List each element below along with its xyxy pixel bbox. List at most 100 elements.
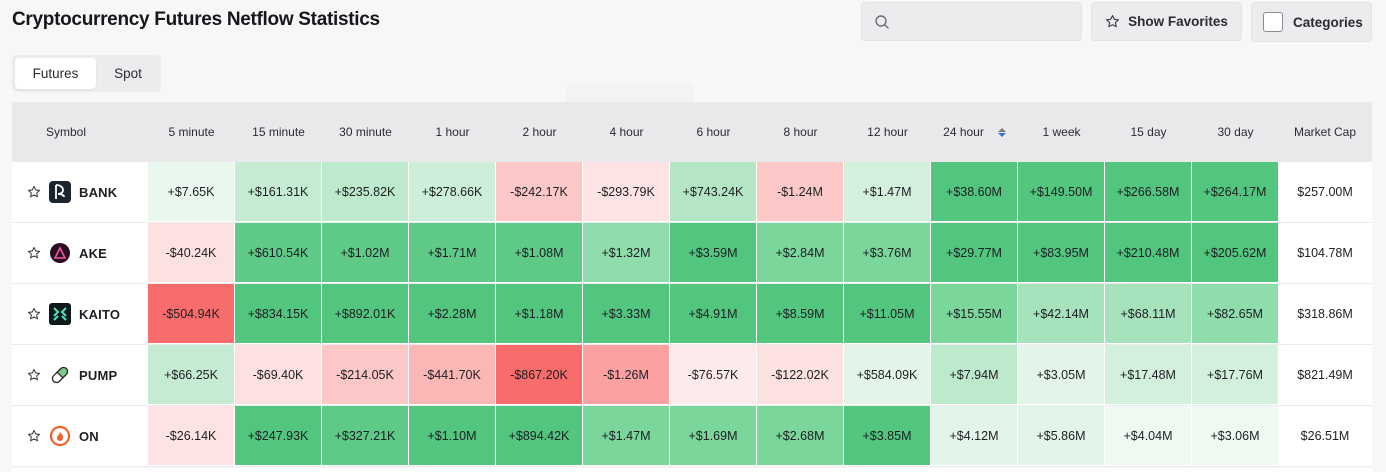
page-title: Cryptocurrency Futures Netflow Statistic… (12, 9, 380, 30)
header-market-cap[interactable]: Market Cap (1293, 125, 1357, 139)
market-cap-cell: $257.00M (1279, 162, 1371, 222)
netflow-cell: +$29.77M (931, 223, 1018, 283)
symbol-label[interactable]: ON (79, 428, 99, 444)
netflow-cell: +$4.12M (931, 406, 1018, 466)
netflow-cell: +$2.68M (757, 406, 844, 466)
table-row[interactable]: BANK +$7.65K +$161.31K +$235.82K +$278.66K -$… (12, 162, 1372, 223)
netflow-cell: +$1.32M (583, 223, 670, 283)
header-4-hour[interactable]: 4 hour (609, 125, 644, 139)
netflow-cell: +$7.94M (931, 345, 1018, 405)
netflow-cell: +$1.47M (844, 162, 931, 222)
netflow-cell: +$3.59M (670, 223, 757, 283)
table-row[interactable]: ON -$26.14K +$247.93K +$327.21K +$1.10M +$894… (12, 406, 1372, 467)
star-icon (1105, 14, 1120, 29)
tab-futures[interactable]: Futures (15, 58, 96, 89)
pump-logo-icon (49, 364, 71, 386)
header-symbol[interactable]: Symbol (46, 125, 87, 139)
table-row[interactable]: AKE -$40.24K +$610.54K +$1.02M +$1.71M +$1.08… (12, 223, 1372, 284)
on-logo-icon (49, 425, 71, 447)
market-cap-cell: $318.86M (1279, 284, 1371, 344)
netflow-cell: -$1.26M (583, 345, 670, 405)
netflow-cell: +$1.47M (583, 406, 670, 466)
favorite-star-icon[interactable] (27, 368, 41, 382)
netflow-cell: -$867.20K (496, 345, 583, 405)
ake-logo-icon (49, 242, 71, 264)
header-24-hour-label: 24 hour (943, 125, 984, 139)
netflow-cell: +$3.76M (844, 223, 931, 283)
netflow-cell: +$1.10M (409, 406, 496, 466)
header-1-hour[interactable]: 1 hour (435, 125, 470, 139)
header-2-hour[interactable]: 2 hour (522, 125, 557, 139)
netflow-cell: -$1.24M (757, 162, 844, 222)
search-icon (874, 14, 890, 30)
netflow-cell: +$327.21K (322, 406, 409, 466)
symbol-cell: BANK (12, 162, 148, 222)
netflow-cell: +$210.48M (1105, 223, 1192, 283)
netflow-cell: +$1.18M (496, 284, 583, 344)
netflow-cell: -$69.40K (235, 345, 322, 405)
header-24-hour[interactable]: 24 hour (931, 102, 1018, 162)
netflow-cell: -$40.24K (148, 223, 235, 283)
netflow-cell: +$3.06M (1192, 406, 1279, 466)
header-1-week[interactable]: 1 week (1042, 125, 1081, 139)
categories-button[interactable]: Categories (1251, 2, 1372, 42)
netflow-cell: +$894.42K (496, 406, 583, 466)
favorite-star-icon[interactable] (27, 429, 41, 443)
netflow-cell: +$149.50M (1018, 162, 1105, 222)
netflow-cell: -$293.79K (583, 162, 670, 222)
header-8-hour[interactable]: 8 hour (783, 125, 818, 139)
netflow-table: Symbol 5 minute 15 minute 30 minute 1 ho… (12, 102, 1372, 467)
symbol-label[interactable]: BANK (79, 184, 118, 200)
netflow-cell: +$247.93K (235, 406, 322, 466)
table-row[interactable]: PUMP +$66.25K -$69.40K -$214.05K -$441.70K -$… (12, 345, 1372, 406)
header-30-day[interactable]: 30 day (1217, 125, 1254, 139)
netflow-cell: +$834.15K (235, 284, 322, 344)
netflow-cell: +$11.05M (844, 284, 931, 344)
header-15-minute[interactable]: 15 minute (252, 125, 305, 139)
netflow-cell: +$3.05M (1018, 345, 1105, 405)
header-30-minute[interactable]: 30 minute (339, 125, 392, 139)
symbol-label[interactable]: AKE (79, 245, 108, 261)
header-5-minute[interactable]: 5 minute (168, 125, 215, 139)
netflow-cell: +$743.24K (670, 162, 757, 222)
favorite-star-icon[interactable] (27, 246, 41, 260)
netflow-cell: +$82.65M (1192, 284, 1279, 344)
symbol-cell: AKE (12, 223, 148, 283)
header-6-hour[interactable]: 6 hour (696, 125, 731, 139)
symbol-cell: KAITO (12, 284, 148, 344)
netflow-cell: +$1.71M (409, 223, 496, 283)
kaito-logo-icon (49, 303, 71, 325)
header-12-hour[interactable]: 12 hour (867, 125, 908, 139)
netflow-cell: +$17.76M (1192, 345, 1279, 405)
symbol-label[interactable]: PUMP (79, 367, 118, 383)
search-input[interactable] (890, 3, 1081, 40)
symbol-label[interactable]: KAITO (79, 306, 121, 322)
header-15-day[interactable]: 15 day (1130, 125, 1167, 139)
netflow-cell: +$266.58M (1105, 162, 1192, 222)
sort-desc-icon (997, 127, 1006, 137)
netflow-cell: +$278.66K (409, 162, 496, 222)
netflow-cell: +$3.33M (583, 284, 670, 344)
netflow-cell: +$17.48M (1105, 345, 1192, 405)
netflow-cell: +$68.11M (1105, 284, 1192, 344)
search-box[interactable] (861, 2, 1082, 41)
favorite-star-icon[interactable] (27, 185, 41, 199)
categories-label: Categories (1293, 14, 1363, 30)
show-favorites-button[interactable]: Show Favorites (1091, 2, 1242, 41)
table-body: BANK +$7.65K +$161.31K +$235.82K +$278.66K -$… (12, 162, 1372, 467)
netflow-cell: +$584.09K (844, 345, 931, 405)
netflow-cell: +$892.01K (322, 284, 409, 344)
favorite-star-icon[interactable] (27, 307, 41, 321)
symbol-cell: ON (12, 406, 148, 466)
netflow-cell: -$76.57K (670, 345, 757, 405)
netflow-cell: +$235.82K (322, 162, 409, 222)
netflow-cell: +$42.14M (1018, 284, 1105, 344)
netflow-cell: +$610.54K (235, 223, 322, 283)
netflow-cell: +$8.59M (757, 284, 844, 344)
netflow-cell: +$4.04M (1105, 406, 1192, 466)
categories-checkbox[interactable] (1263, 12, 1283, 32)
netflow-cell: -$441.70K (409, 345, 496, 405)
table-row[interactable]: KAITO -$504.94K +$834.15K +$892.01K +$2.28M +… (12, 284, 1372, 345)
netflow-cell: +$161.31K (235, 162, 322, 222)
tab-spot[interactable]: Spot (114, 66, 142, 81)
